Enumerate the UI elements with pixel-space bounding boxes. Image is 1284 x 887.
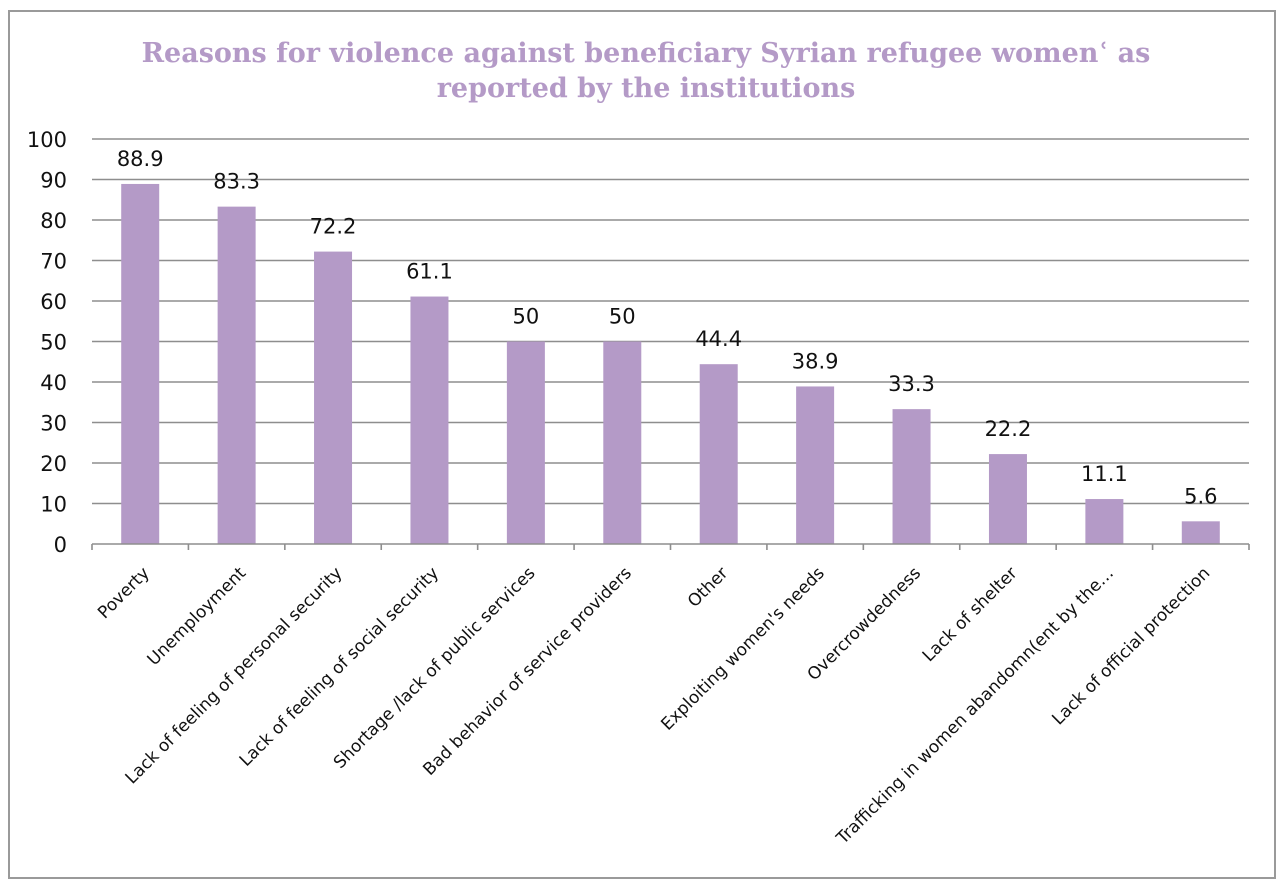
y-tick-labels: 0 10 20 30 40 50 60 70 80 90 100 [27,128,67,557]
bar [796,386,835,544]
bar [988,454,1027,544]
y-tick-label: 10 [40,493,67,517]
bar [1181,521,1220,544]
x-category-label: Poverty [94,563,154,623]
data-label: 61.1 [406,260,453,284]
y-tick-label: 90 [40,169,67,193]
y-tick-label: 70 [40,250,67,274]
bar [217,206,256,544]
y-tick-label: 80 [40,209,67,233]
bar [506,341,545,544]
gridlines [92,138,1249,505]
data-label: 72.2 [310,215,357,239]
bar [314,251,353,544]
bar [410,296,449,544]
x-category-label: Lack of feeling of personal security [122,563,347,788]
chart-title-line-2: reported by the institutions [437,73,856,104]
x-category-label: Exploiting women's needs [657,563,828,734]
data-label: 38.9 [792,349,839,373]
x-category-label: Lack of shelter [919,563,1022,666]
y-tick-label: 100 [27,128,67,152]
y-tick-label: 30 [40,412,67,436]
data-label: 33.3 [888,372,935,396]
data-label: 44.4 [695,327,742,351]
bar [603,341,642,544]
data-label: 83.3 [213,170,260,194]
data-label: 5.6 [1184,484,1217,508]
bar [121,183,160,544]
y-tick-label: 20 [40,452,67,476]
data-label: 11.1 [1081,462,1128,486]
bar [699,364,738,544]
x-category-label: Lack of feeling of social security [236,563,443,770]
y-tick-label: 40 [40,371,67,395]
data-label: 88.9 [117,147,164,171]
data-label: 22.2 [985,417,1032,441]
axes [91,543,1250,550]
y-tick-label: 0 [54,533,67,557]
bar [892,409,931,544]
data-label: 50 [609,305,636,329]
chart-title-line-1: Reasons for violence against beneficiary… [142,38,1151,69]
x-category-label: Unemployment [144,563,251,670]
y-tick-label: 50 [40,331,67,355]
bar [1085,499,1124,544]
x-category-label: Shortage /lack of public services [330,563,540,773]
x-category-label: Bad behavior of service providers [419,563,636,780]
y-tick-label: 60 [40,290,67,314]
data-labels: 88.9 83.3 72.2 61.1 50 50 44.4 38.9 33.3 22.2 11.1… [117,147,1218,508]
data-label: 50 [513,305,540,329]
x-category-label: Lack of official protection [1048,563,1214,729]
bars [121,183,1220,544]
x-category-label: Other [684,563,732,611]
